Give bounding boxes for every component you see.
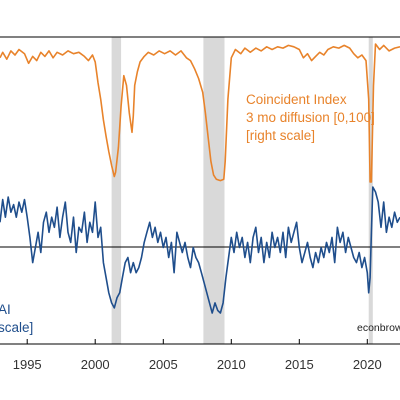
orange-annotation-line-3: [right scale] [246, 128, 315, 143]
series-line-diffusion [0, 43, 400, 183]
recession-band-0 [111, 37, 122, 344]
orange-annotation-line-1: Coincident Index [246, 92, 347, 107]
x-tick-label-1995: 1995 [13, 357, 42, 372]
blue-annotation-line-1: AI [0, 302, 11, 317]
x-tick-label-2000: 2000 [81, 357, 110, 372]
source-credit: econbrow [357, 322, 400, 334]
x-tick-label-2005: 2005 [149, 357, 178, 372]
recession-band-2 [368, 37, 373, 344]
recession-band-1 [203, 37, 225, 344]
series-line-cfnai [0, 186, 400, 314]
x-tick-label-2010: 2010 [217, 357, 246, 372]
orange-annotation-line-2: 3 mo diffusion [0,100] [246, 110, 375, 125]
blue-annotation-line-2: scale] [0, 320, 33, 335]
x-tick-label-2015: 2015 [285, 357, 314, 372]
x-tick-label-2020: 2020 [353, 357, 382, 372]
x-axis: 1995 2000 2005 2010 2015 2020 [13, 339, 382, 372]
recession-shading [111, 37, 373, 344]
